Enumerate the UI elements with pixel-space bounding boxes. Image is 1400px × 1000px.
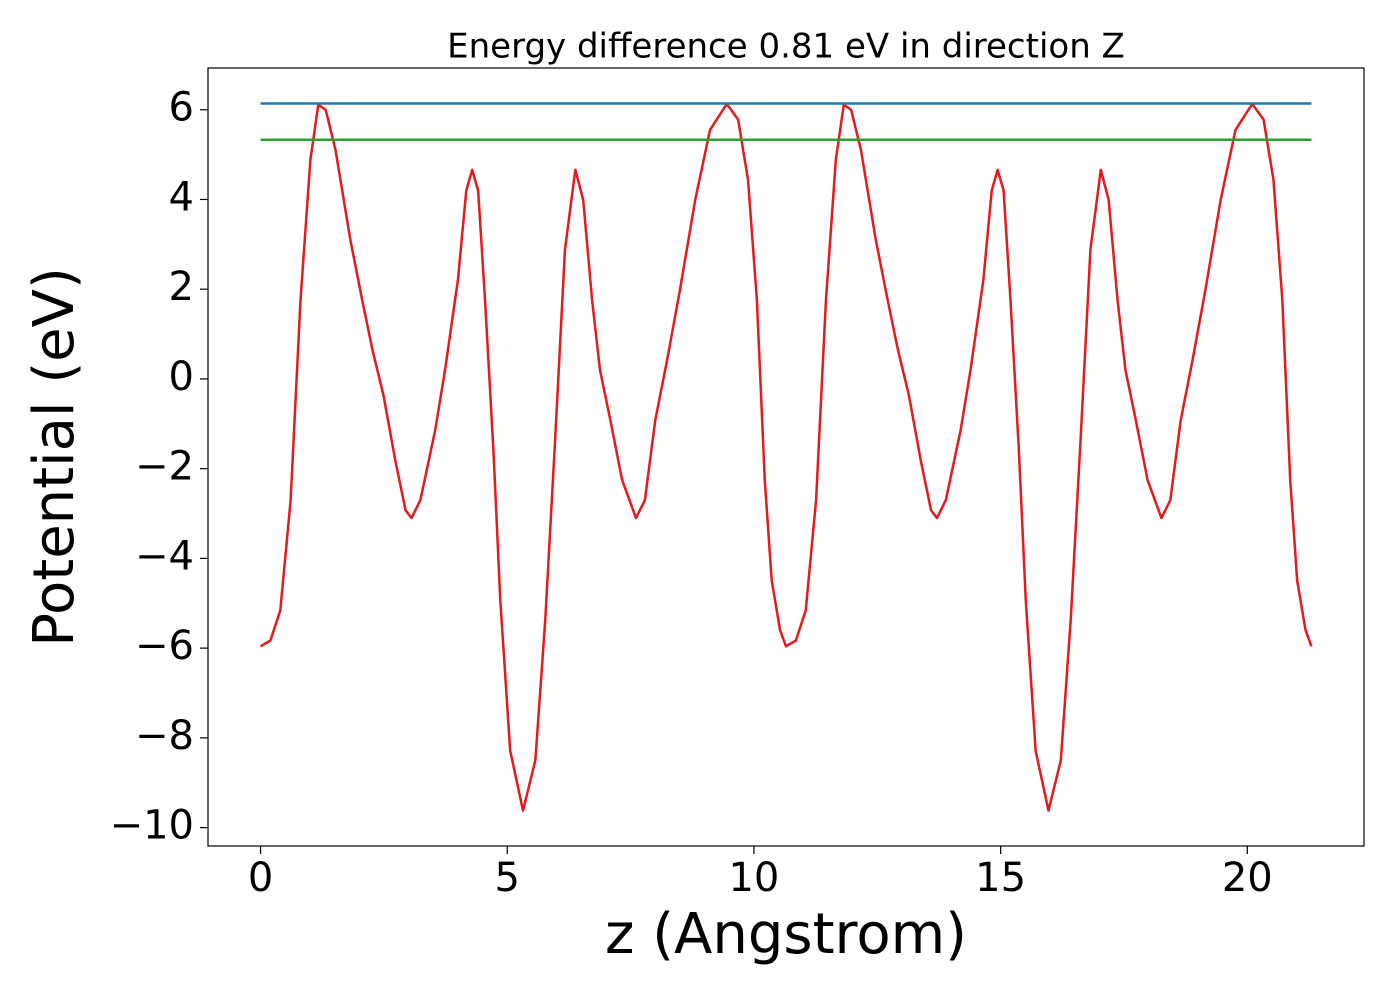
y-tick-label: 2 <box>169 264 194 310</box>
x-axis-label: z (Angstrom) <box>605 902 967 967</box>
x-tick-label: 20 <box>1222 855 1273 901</box>
y-tick-label: 6 <box>169 85 194 131</box>
y-tick-label: −6 <box>135 623 194 669</box>
plot-frame <box>207 67 1365 847</box>
x-tick-label: 15 <box>975 855 1026 901</box>
y-tick-label: −4 <box>135 533 194 579</box>
y-axis-label: Potential (eV) <box>22 267 87 647</box>
y-tick-label: −2 <box>135 444 194 490</box>
x-tick-label: 5 <box>495 855 520 901</box>
y-tick-label: −10 <box>110 803 194 849</box>
y-tick-label: 4 <box>169 174 194 220</box>
line <box>259 102 1313 812</box>
chart-title: Energy difference 0.81 eV in direction Z <box>447 27 1125 67</box>
x-tick-label: 10 <box>728 855 779 901</box>
y-tick-label: −8 <box>135 713 194 759</box>
x-tick-label: 0 <box>248 855 273 901</box>
y-tick-label: 0 <box>169 354 194 400</box>
